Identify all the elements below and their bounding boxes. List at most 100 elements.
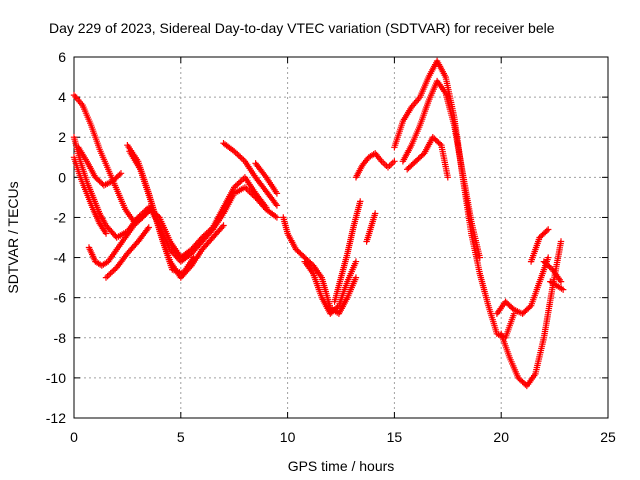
series-track-22 (540, 258, 565, 285)
plus-marker-run (327, 303, 341, 317)
plus-marker (145, 224, 152, 231)
y-tick-label: -8 (54, 330, 67, 346)
plus-marker (544, 226, 552, 233)
series-track-16 (391, 57, 518, 341)
y-tick-label: 2 (58, 129, 66, 145)
plus-marker (557, 278, 565, 285)
plus-marker-run (263, 206, 279, 220)
plus-marker-run (139, 205, 153, 221)
plus-marker-run (498, 330, 513, 359)
plus-marker-run (188, 239, 204, 257)
plus-marker-run (292, 246, 307, 260)
plus-marker-run (83, 178, 96, 199)
series-track-21 (527, 226, 552, 265)
series-track-15 (363, 210, 379, 245)
plus-marker-run (96, 210, 109, 227)
series-track-14 (352, 150, 398, 181)
plus-marker-run (549, 266, 563, 284)
plus-marker-run (337, 252, 351, 281)
plus-marker-run (241, 184, 258, 200)
plus-marker-run (177, 251, 194, 265)
y-tick-label: 0 (58, 169, 66, 185)
plus-marker-run (231, 148, 247, 164)
plus-marker-run (506, 354, 521, 380)
plus-marker-run (476, 270, 491, 307)
plus-marker-run (199, 235, 215, 253)
plus-marker-run (331, 276, 344, 305)
plus-marker-run (318, 274, 333, 309)
plus-marker-run (408, 95, 422, 111)
plus-marker-run (416, 75, 431, 101)
plus-marker-run (134, 225, 151, 245)
plus-marker-run (532, 336, 547, 378)
y-tick-label: -2 (54, 209, 67, 225)
plus-marker (444, 174, 451, 181)
series-track-20 (498, 238, 565, 390)
plus-marker-run (122, 224, 136, 241)
plus-marker-run (527, 236, 543, 265)
plus-marker-run (391, 120, 406, 151)
plus-marker-run (90, 206, 102, 225)
plus-marker-run (399, 143, 414, 165)
plus-marker-run (83, 190, 96, 211)
plus-marker-run (109, 171, 123, 185)
plus-marker (352, 258, 360, 265)
series-track-19 (493, 254, 552, 317)
plus-marker-run (344, 276, 359, 301)
plus-marker-run (335, 296, 350, 317)
plus-marker (273, 202, 281, 209)
plus-marker (559, 286, 567, 293)
plus-marker-run (90, 194, 102, 215)
plus-marker-run (352, 163, 365, 181)
plus-marker-run (519, 303, 533, 317)
plus-marker (117, 170, 125, 177)
plus-marker-run (220, 140, 236, 154)
plus-marker-run (468, 218, 483, 259)
plus-marker-run (158, 234, 175, 271)
series-track-6 (102, 224, 152, 281)
data-marks (70, 57, 567, 390)
plus-marker-run (438, 142, 451, 179)
plus-marker-run (177, 247, 194, 261)
plus-marker (371, 210, 379, 217)
plot-area-frame (73, 56, 609, 419)
plus-marker-run (220, 192, 237, 217)
plus-marker-run (344, 260, 359, 285)
series-track-10 (252, 160, 281, 197)
plus-marker-run (209, 223, 226, 241)
plus-marker-run (70, 91, 85, 107)
plus-marker-run (241, 158, 258, 179)
plus-marker-run (485, 302, 500, 335)
y-tick-label: -12 (46, 410, 66, 426)
plus-marker-run (451, 122, 466, 175)
plus-marker-run (433, 57, 448, 79)
x-tick-label: 15 (387, 429, 403, 445)
plus-marker-run (169, 266, 185, 277)
plus-marker-run (188, 248, 205, 269)
plus-marker-run (113, 251, 130, 271)
plus-marker-run (310, 262, 324, 280)
plus-marker-run (79, 101, 94, 127)
series-track-3 (75, 144, 125, 189)
plus-marker-run (188, 235, 204, 253)
plus-marker-run (113, 186, 128, 211)
series-track-23 (547, 278, 567, 293)
plus-marker-run (96, 220, 109, 235)
plus-marker-run (252, 174, 269, 193)
axis-ticks (73, 56, 609, 419)
plus-marker (102, 230, 110, 237)
x-tick-label: 10 (280, 429, 296, 445)
plus-marker (352, 274, 360, 281)
plus-marker-run (83, 158, 98, 179)
series-track-13 (331, 198, 364, 305)
plus-marker-run (113, 236, 128, 253)
plus-marker-run (179, 256, 196, 277)
plus-marker (544, 254, 552, 261)
plus-marker-run (433, 77, 448, 95)
plus-marker-run (459, 170, 475, 223)
plus-marker-run (130, 215, 145, 229)
plus-marker-run (77, 158, 90, 183)
plus-marker-run (75, 144, 89, 163)
plus-marker-run (502, 298, 516, 312)
series-track-18 (404, 134, 451, 181)
